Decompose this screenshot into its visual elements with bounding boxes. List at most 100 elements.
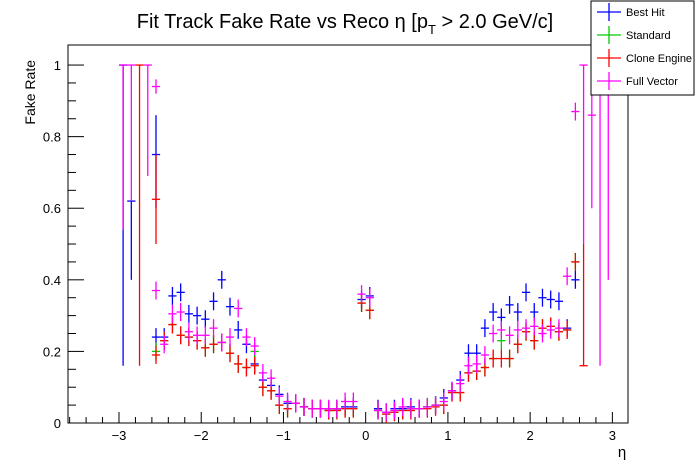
data-point	[382, 403, 391, 422]
data-point	[234, 320, 243, 339]
data-point	[234, 354, 243, 373]
data-point	[513, 303, 522, 321]
legend-label: Clone Engine	[626, 53, 692, 65]
series-best-hit	[118, 64, 580, 422]
data-point	[201, 310, 210, 329]
data-point	[267, 369, 276, 388]
data-point	[225, 344, 235, 363]
data-point	[439, 392, 448, 411]
data-point	[168, 286, 177, 305]
data-point	[563, 320, 572, 339]
data-point	[151, 79, 161, 94]
data-point	[480, 319, 490, 338]
data-point	[538, 324, 547, 343]
data-point	[480, 346, 490, 364]
data-point	[201, 326, 210, 345]
y-tick-label: 0	[54, 416, 61, 431]
data-point	[447, 381, 457, 400]
data-point	[184, 304, 193, 323]
data-point	[406, 399, 416, 418]
legend-label: Full Vector	[626, 76, 678, 88]
data-point	[291, 394, 300, 413]
x-tick-label: −1	[276, 428, 291, 443]
data-point	[192, 326, 202, 345]
data-point	[571, 102, 580, 121]
data-point	[357, 285, 366, 304]
data-point	[571, 270, 580, 289]
legend: Best Hit Standard Clone Engine Full Vector	[590, 0, 695, 96]
data-point	[571, 252, 580, 271]
x-tick-label: 1	[444, 428, 451, 443]
data-point	[316, 399, 325, 418]
legend-item: Full Vector	[597, 72, 678, 90]
data-point	[250, 337, 259, 355]
data-point	[521, 319, 531, 338]
x-tick-label: 0	[362, 428, 369, 443]
data-point	[489, 349, 498, 368]
data-point	[242, 358, 251, 377]
data-point	[332, 399, 342, 418]
data-point	[308, 399, 317, 418]
data-point	[373, 401, 383, 420]
data-point	[209, 292, 218, 311]
data-point	[192, 306, 202, 325]
data-point	[349, 392, 358, 411]
data-point	[505, 349, 514, 368]
data-point	[151, 154, 161, 245]
data-point	[160, 335, 169, 354]
data-point	[209, 335, 218, 354]
data-point	[324, 399, 333, 418]
y-tick-label: 0.8	[43, 130, 61, 145]
data-point	[127, 200, 136, 280]
data-point	[217, 270, 226, 289]
data-point	[489, 324, 498, 343]
x-tick-label: −2	[194, 428, 209, 443]
data-point	[554, 292, 564, 311]
y-tick-label: 0.2	[43, 344, 61, 359]
data-point	[415, 399, 424, 418]
legend-item: Standard	[597, 26, 671, 44]
data-point	[554, 319, 564, 338]
data-point	[135, 64, 144, 366]
chart-title: Fit Track Fake Rate vs Reco η [pT > 2.0 …	[137, 11, 553, 37]
data-point	[168, 304, 177, 323]
data-point	[299, 397, 309, 416]
x-axis-label: η	[618, 444, 626, 461]
data-point	[595, 64, 605, 366]
y-tick-label: 1	[54, 58, 61, 73]
data-point	[604, 64, 613, 280]
legend-item: Best Hit	[597, 3, 665, 21]
data-point	[258, 363, 268, 382]
data-point	[390, 401, 399, 420]
data-point	[176, 326, 185, 345]
data-point	[225, 297, 235, 316]
series-clone-engine	[135, 64, 588, 423]
data-point	[151, 281, 161, 300]
data-point	[209, 319, 218, 338]
data-point	[497, 320, 506, 339]
data-point	[505, 326, 514, 345]
series-standard	[151, 252, 580, 423]
data-point	[489, 303, 498, 321]
data-point	[431, 396, 440, 415]
data-point	[217, 333, 226, 352]
data-point	[472, 354, 481, 373]
legend-item: Clone Engine	[597, 49, 692, 67]
legend-label: Best Hit	[626, 7, 665, 19]
data-point	[530, 317, 539, 336]
data-point	[242, 328, 251, 347]
data-point	[505, 295, 514, 314]
data-point	[546, 290, 555, 309]
data-point	[579, 244, 588, 367]
data-point	[341, 392, 350, 411]
data-point	[275, 387, 284, 406]
data-point	[398, 397, 407, 416]
y-tick-label: 0.6	[43, 201, 61, 216]
data-point	[546, 320, 555, 339]
data-point	[538, 288, 547, 307]
data-point	[234, 299, 243, 318]
legend-label: Standard	[626, 30, 671, 42]
y-axis-label: Fake Rate	[22, 60, 38, 125]
plot-frame	[67, 44, 629, 424]
